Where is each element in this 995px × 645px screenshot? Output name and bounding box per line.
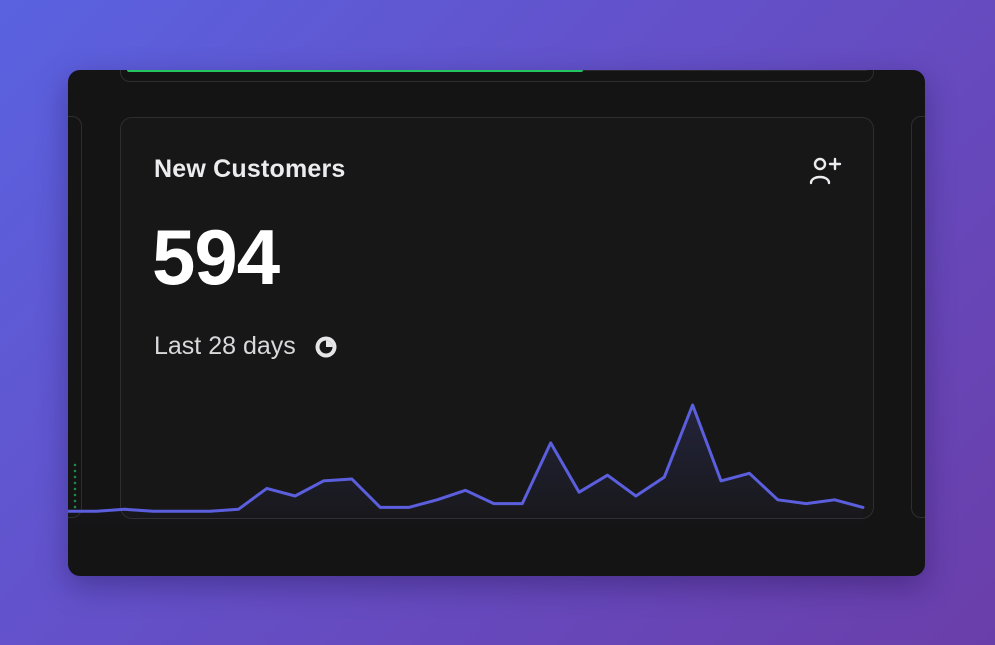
metric-value: 594 bbox=[152, 213, 280, 301]
dotted-chart-fragment bbox=[72, 462, 78, 512]
sparkline-line bbox=[68, 403, 865, 513]
sparkline-chart bbox=[68, 403, 865, 530]
sparkline-area bbox=[68, 405, 863, 530]
card-title: New Customers bbox=[154, 155, 346, 183]
user-plus-icon[interactable] bbox=[809, 156, 843, 186]
progress-bar bbox=[127, 70, 583, 72]
period-row: Last 28 days bbox=[154, 332, 338, 361]
adjacent-card-right bbox=[911, 116, 925, 518]
adjacent-card-top bbox=[120, 70, 874, 82]
dashboard-window: New Customers 594 Last 28 days bbox=[68, 70, 925, 576]
new-customers-card[interactable]: New Customers 594 Last 28 days bbox=[120, 117, 874, 519]
period-label: Last 28 days bbox=[154, 332, 296, 360]
clock-icon[interactable] bbox=[314, 335, 338, 359]
progress-track bbox=[583, 70, 867, 71]
